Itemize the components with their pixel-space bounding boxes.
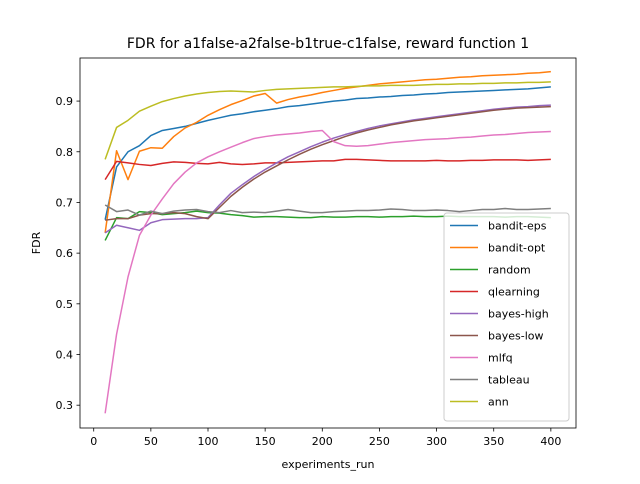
- series-line-mlfq: [104, 129, 551, 414]
- legend-entry: bayes-high: [488, 308, 549, 321]
- legend-entry: qlearning: [488, 286, 540, 299]
- x-tick-label: 150: [255, 435, 276, 448]
- legend-entry: tableau: [488, 374, 530, 387]
- series-lines: [104, 70, 551, 414]
- x-tick-label: 350: [483, 435, 504, 448]
- y-tick-label: 0.4: [56, 349, 74, 362]
- y-tick-label: 0.3: [56, 399, 74, 412]
- x-tick-label: 200: [312, 435, 333, 448]
- x-tick-label: 400: [540, 435, 561, 448]
- legend-entry: ann: [488, 396, 509, 409]
- y-axis-label: FDR: [30, 231, 43, 254]
- legend-entry: bandit-opt: [488, 242, 546, 255]
- y-axis: 0.3 0.4 0.5 0.6 0.7 0.8 0.9: [56, 95, 80, 412]
- y-tick-label: 0.6: [56, 247, 74, 260]
- series-line-tableau: [104, 204, 551, 216]
- series-line-bayes-low: [105, 105, 551, 221]
- x-tick-label: 100: [198, 435, 219, 448]
- x-axis-label: experiments_run: [282, 458, 375, 471]
- chart-title: FDR for a1false-a2false-b1true-c1false, …: [127, 36, 529, 52]
- legend: bandit-eps bandit-opt random qlearning bayes…: [443, 212, 570, 422]
- x-axis: 0 50 100 150 200 250 300 350 400: [90, 428, 561, 448]
- y-tick-label: 0.7: [56, 196, 74, 209]
- y-tick-label: 0.5: [56, 298, 74, 311]
- series-line-ann: [104, 81, 551, 160]
- legend-box: [443, 212, 570, 422]
- legend-entry: bayes-low: [488, 330, 543, 343]
- x-tick-label: 0: [90, 435, 97, 448]
- x-tick-label: 250: [369, 435, 390, 448]
- series-line-qlearning: [104, 158, 551, 181]
- x-tick-label: 300: [426, 435, 447, 448]
- series-line-bayes-high: [104, 104, 551, 234]
- y-tick-label: 0.9: [56, 95, 74, 108]
- legend-entry: bandit-eps: [488, 220, 547, 233]
- series-line-bandit-opt: [104, 70, 551, 233]
- legend-entry: random: [488, 264, 531, 277]
- y-tick-label: 0.8: [56, 146, 74, 159]
- legend-entry: mlfq: [488, 352, 513, 365]
- x-tick-label: 50: [144, 435, 158, 448]
- series-line-bandit-eps: [104, 86, 551, 220]
- plot-frame: [79, 57, 577, 429]
